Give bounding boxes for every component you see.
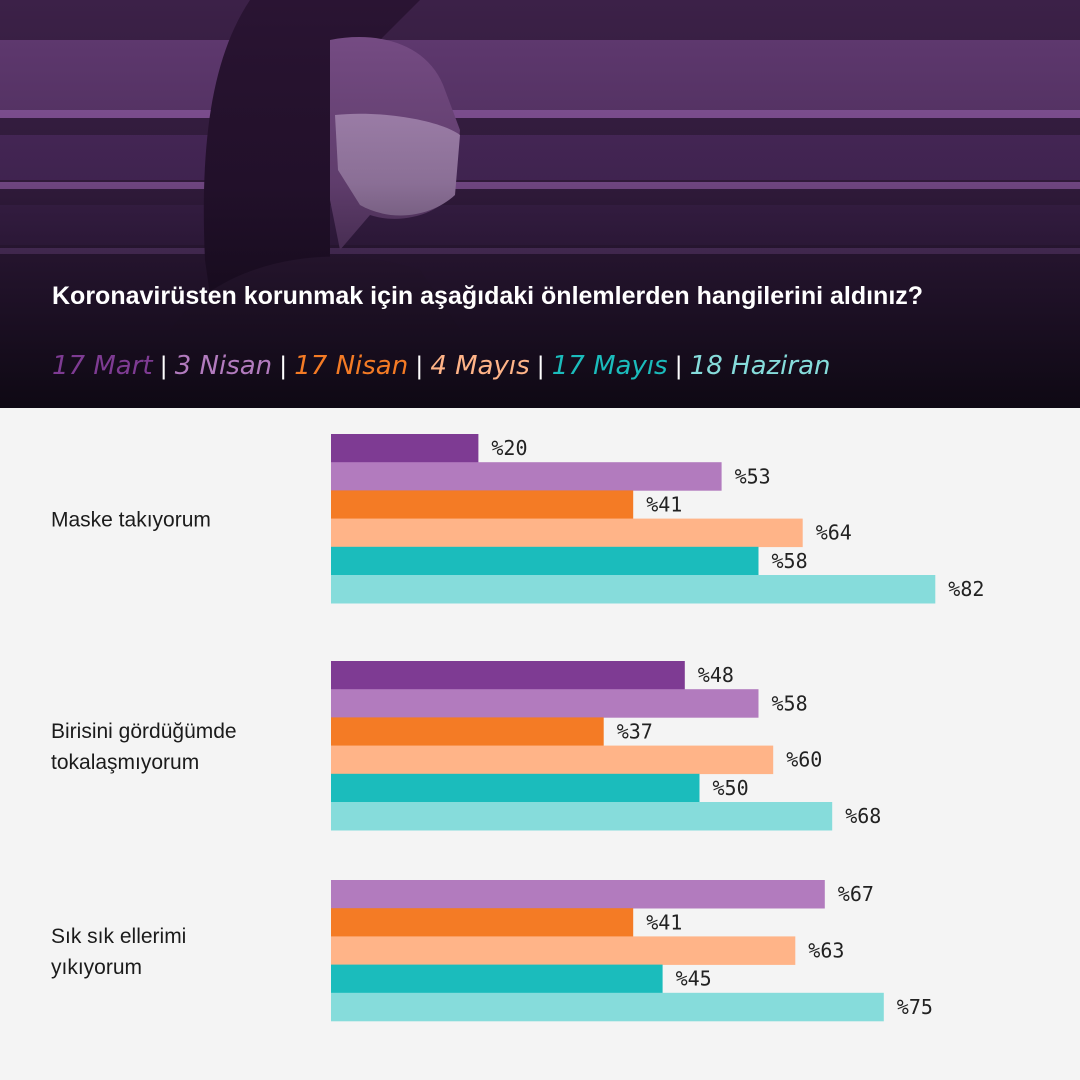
- bar-group: %48 %58 %37 %60 %50 %68: [331, 661, 881, 831]
- bar: [331, 689, 759, 718]
- category-label-line: Sık sık ellerimi: [51, 925, 186, 948]
- bar: [331, 802, 833, 831]
- legend-separator: |: [674, 352, 683, 380]
- data-label: %63: [808, 939, 844, 963]
- bar: [331, 717, 604, 746]
- legend-entry: 17 Mayıs: [551, 351, 668, 381]
- category-label: Maske takıyorum: [51, 509, 211, 532]
- data-label: %68: [845, 804, 881, 828]
- category-label-line: Maske takıyorum: [51, 509, 211, 532]
- bar: [331, 490, 634, 519]
- legend-entry: 4 Mayıs: [430, 351, 530, 381]
- legend: 17 Mart | 3 Nisan | 17 Nisan | 4 Mayıs | 17 Mayı…: [52, 348, 831, 384]
- data-label: %53: [735, 464, 771, 488]
- data-label: %45: [676, 967, 712, 991]
- legend-entry: 17 Mart: [52, 351, 153, 381]
- data-label: %60: [786, 748, 822, 772]
- data-label: %20: [491, 436, 527, 460]
- data-label: %75: [897, 995, 933, 1019]
- legend-entry: 18 Haziran: [689, 351, 831, 381]
- data-label: %37: [617, 720, 653, 744]
- data-label: %64: [816, 521, 852, 545]
- bar: [331, 518, 803, 548]
- supermarket-photo: [0, 0, 1080, 408]
- bar: [331, 745, 774, 775]
- legend-separator: |: [279, 352, 288, 380]
- photo-fade-overlay: [0, 0, 1080, 408]
- data-label: %50: [713, 776, 749, 800]
- legend-separator: |: [415, 352, 424, 380]
- bar: [331, 908, 634, 937]
- category-label-line: tokalaşmıyorum: [51, 751, 199, 774]
- category-label: Sık sık ellerimi yıkıyorum: [51, 925, 186, 979]
- bar: [331, 462, 722, 491]
- data-label: %48: [698, 663, 734, 687]
- bar: [331, 575, 936, 604]
- data-label: %58: [772, 691, 808, 715]
- page-title: Koronavirüsten korunmak için aşağıdaki ö…: [52, 282, 924, 310]
- header-banner: Koronavirüsten korunmak için aşağıdaki ö…: [0, 0, 1080, 408]
- bar: [331, 936, 796, 965]
- bar: [331, 773, 700, 803]
- bar: [331, 880, 825, 909]
- bar-chart: %20 %53 %41 %64 %58 %82 Maske takıyorum %48 %58%…: [51, 434, 984, 1022]
- legend-entry: 3 Nisan: [174, 351, 273, 381]
- data-label: %58: [772, 549, 808, 573]
- bar-group: %20 %53 %41 %64 %58 %82: [331, 434, 984, 604]
- category-label: Birisini gördüğümde tokalaşmıyorum: [51, 720, 237, 774]
- bar: [331, 434, 479, 463]
- data-label: %41: [646, 910, 682, 934]
- category-label-line: yıkıyorum: [51, 956, 142, 979]
- legend-separator: |: [536, 352, 545, 380]
- bar: [331, 964, 663, 994]
- bar-group: %67 %41 %63 %45 %75: [331, 880, 933, 1022]
- legend-entry: 17 Nisan: [294, 351, 409, 381]
- bar: [331, 992, 884, 1022]
- category-label-line: Birisini gördüğümde: [51, 720, 237, 743]
- bar: [331, 546, 759, 576]
- data-label: %41: [646, 493, 682, 517]
- data-label: %67: [838, 882, 874, 906]
- data-label: %82: [948, 577, 984, 601]
- bar: [331, 661, 685, 690]
- legend-separator: |: [159, 352, 168, 380]
